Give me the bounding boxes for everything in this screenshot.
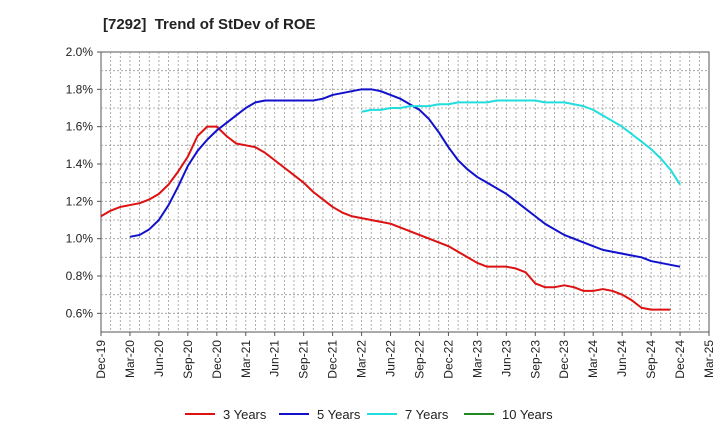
- x-tick-label: Dec-20: [210, 340, 224, 379]
- x-tick-label: Sep-22: [412, 340, 426, 379]
- x-tick-label: Mar-23: [470, 340, 484, 378]
- x-tick-label: Dec-22: [441, 340, 455, 379]
- x-axis-ticks: Dec-19 Mar-20 Jun-20 Sep-20 Dec-20 Mar-21 Jun-…: [94, 332, 716, 379]
- legend: 3 Years 5 Years 7 Years 10 Years: [185, 407, 553, 422]
- y-tick-label: 0.6%: [66, 306, 94, 320]
- y-tick-label: 1.0%: [66, 232, 94, 246]
- x-tick-label: Jun-21: [268, 340, 282, 377]
- y-tick-label: 2.0%: [66, 45, 94, 59]
- x-tick-label: Sep-24: [644, 340, 658, 379]
- x-tick-label: Jun-24: [615, 340, 629, 377]
- x-tick-label: Mar-22: [355, 340, 369, 378]
- x-tick-label: Dec-24: [673, 340, 687, 379]
- x-tick-label: Sep-21: [297, 340, 311, 379]
- series-line-3-years: [100, 125, 671, 311]
- x-tick-label: Mar-20: [123, 340, 137, 378]
- legend-label-7-years: 7 Years: [405, 407, 449, 422]
- legend-label-10-years: 10 Years: [502, 407, 553, 422]
- chart-title: [7292] Trend of StDev of ROE: [103, 16, 316, 33]
- legend-label-5-years: 5 Years: [317, 407, 361, 422]
- x-tick-label: Dec-19: [94, 340, 108, 379]
- grid-lines: [101, 52, 709, 332]
- y-tick-label: 1.4%: [66, 157, 94, 171]
- x-tick-label: Mar-25: [702, 340, 716, 378]
- series-line-5-years: [129, 88, 681, 268]
- y-axis-ticks: 0.6% 0.8% 1.0% 1.2% 1.4% 1.6% 1.8% 2.0%: [66, 45, 101, 320]
- x-tick-label: Dec-21: [326, 340, 340, 379]
- x-tick-label: Sep-20: [181, 340, 195, 379]
- x-tick-label: Jun-23: [499, 340, 513, 377]
- x-tick-label: Mar-24: [586, 340, 600, 378]
- y-tick-label: 1.6%: [66, 120, 94, 134]
- x-tick-label: Dec-23: [557, 340, 571, 379]
- x-tick-label: Mar-21: [239, 340, 253, 378]
- x-tick-label: Sep-23: [528, 340, 542, 379]
- y-tick-label: 0.8%: [66, 269, 94, 283]
- series-line-7-years: [361, 99, 681, 186]
- series-lines: [100, 88, 681, 311]
- plot-area: [100, 51, 710, 333]
- y-tick-label: 1.8%: [66, 82, 94, 96]
- y-tick-label: 1.2%: [66, 194, 94, 208]
- legend-label-3-years: 3 Years: [223, 407, 267, 422]
- x-tick-label: Jun-22: [384, 340, 398, 377]
- x-tick-label: Jun-20: [152, 340, 166, 377]
